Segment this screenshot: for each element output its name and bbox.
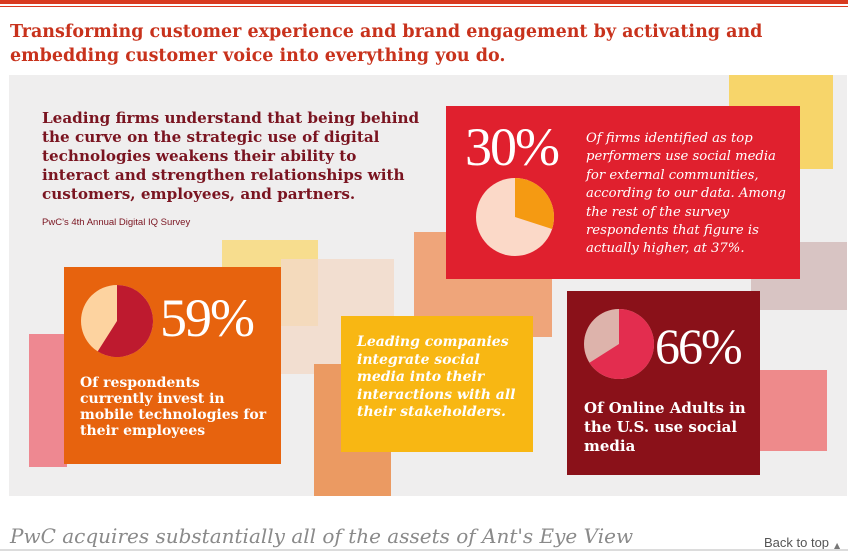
source-citation: PwC’s 4th Annual Digital IQ Survey [42,217,191,228]
callout-card: Leading companies integrate social media… [341,316,533,452]
stat-value-59: 59% [160,288,255,348]
stat-card-66: 66% Of Online Adults in the U.S. use soc… [567,291,760,475]
intro-paragraph: Leading firms understand that being behi… [42,109,420,203]
stat-text-66: Of Online Adults in the U.S. use social … [584,399,746,455]
pie-slice [97,285,153,357]
pie-slice [589,309,654,379]
next-article-link[interactable]: PwC acquires substantially all of the as… [10,524,634,548]
callout-text: Leading companies integrate social media… [357,334,516,420]
stat-value-66: 66% [655,318,743,374]
pie-chart-66-icon [584,309,654,379]
pie-chart-30-icon [476,178,554,256]
stat-text-30: Of firms identified as top performers us… [586,131,786,257]
section-headline: Transforming customer experience and bra… [10,22,763,66]
pie-slice [515,178,554,230]
stat-text-59: Of respondents currently invest in mobil… [80,375,267,439]
caret-up-icon[interactable]: ▲ [834,541,841,550]
stat-card-59: 59% Of respondents currently invest in m… [64,267,281,464]
top-accent-bar [0,0,848,4]
bottom-divider [0,549,848,551]
stat-value-30: 30% [465,117,560,177]
back-to-top-link[interactable]: Back to top [764,535,830,550]
deco-square [29,334,67,467]
stat-card-30: 30% Of firms identified as top performer… [446,106,800,279]
deco-square [751,370,827,451]
pie-chart-59-icon [81,285,153,357]
top-accent-rule [0,6,848,7]
